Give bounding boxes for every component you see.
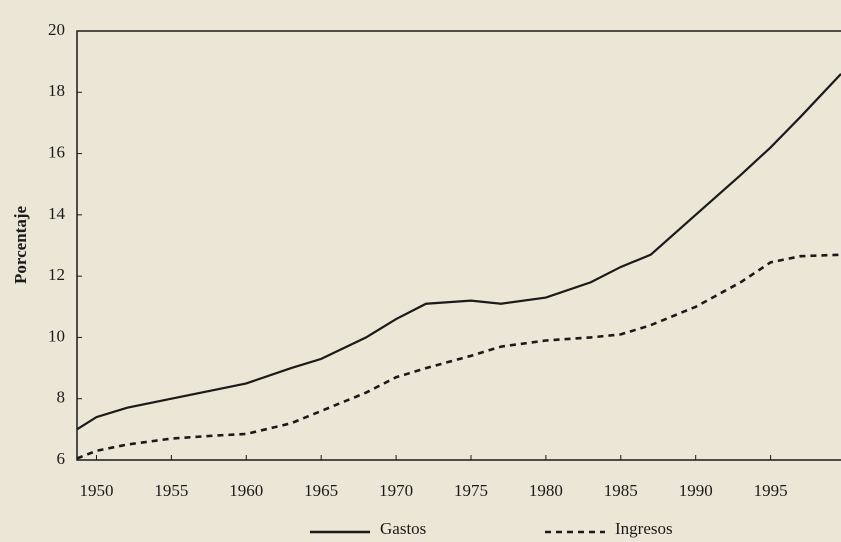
x-tick-label: 1995 (754, 481, 788, 500)
y-tick-label: 20 (48, 20, 65, 39)
y-tick-label: 18 (48, 81, 65, 100)
x-tick-label: 1980 (529, 481, 563, 500)
y-tick-label: 8 (57, 388, 66, 407)
y-tick-label: 12 (48, 265, 65, 284)
x-tick-label: 1985 (604, 481, 638, 500)
x-tick-label: 1955 (154, 481, 188, 500)
legend-label: Ingresos (615, 519, 673, 538)
x-tick-label: 1965 (304, 481, 338, 500)
legend-label: Gastos (380, 519, 426, 538)
y-tick-label: 14 (48, 204, 66, 223)
x-tick-label: 1950 (79, 481, 113, 500)
x-tick-label: 1990 (679, 481, 713, 500)
y-tick-label: 10 (48, 326, 65, 345)
y-tick-label: 6 (57, 449, 66, 468)
y-tick-label: 16 (48, 142, 65, 161)
x-tick-label: 1970 (379, 481, 413, 500)
plot-frame (76, 30, 841, 461)
series-line (76, 73, 841, 431)
series-line (76, 253, 841, 460)
x-tick-label: 1960 (229, 481, 263, 500)
y-axis-label: Porcentaje (11, 206, 30, 284)
x-tick-label: 1975 (454, 481, 488, 500)
